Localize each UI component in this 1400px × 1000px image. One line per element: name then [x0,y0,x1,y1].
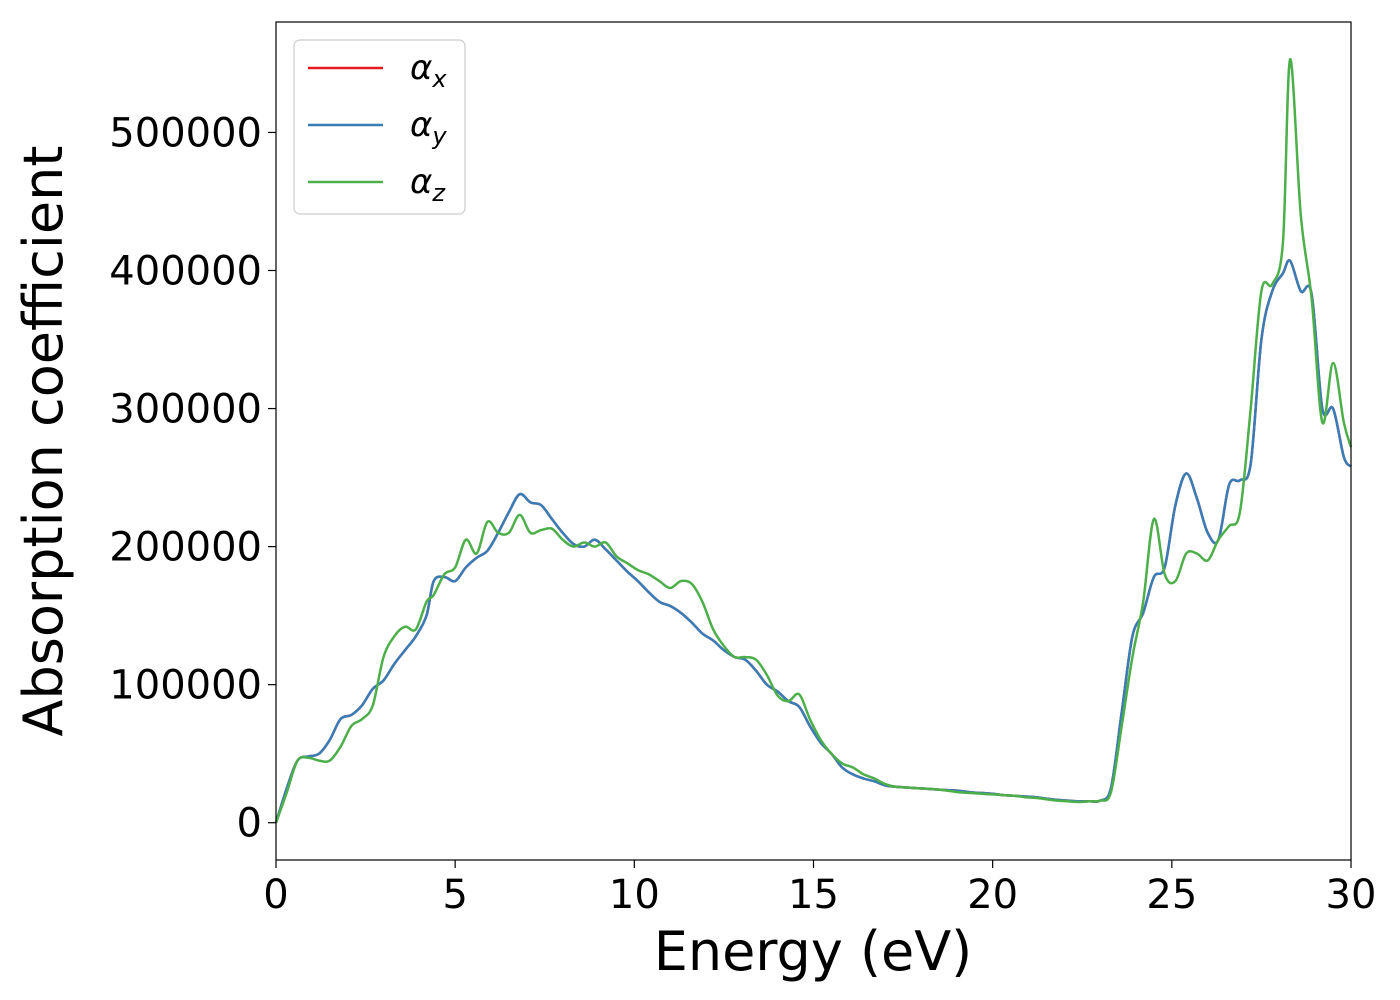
x-tick-label: 15 [788,872,839,918]
x-tick-label: 10 [609,872,660,918]
x-tick-label: 5 [442,872,467,918]
y-axis-ticks: 0 100000 200000 300000 400000 500000 [109,110,276,847]
series-line-z [274,58,1353,824]
y-tick-label: 0 [237,801,262,847]
x-tick-label: 30 [1326,872,1377,918]
y-tick-label: 100000 [109,663,262,709]
y-tick-label: 400000 [109,249,262,295]
y-tick-label: 300000 [109,387,262,433]
x-axis-ticks: 0 5 10 15 20 25 30 [263,860,1376,918]
series-line-y [274,259,1352,824]
x-tick-label: 25 [1146,872,1197,918]
y-axis-label: Absorption coefficient [12,146,75,737]
y-tick-label: 500000 [109,110,262,156]
y-tick-label: 200000 [109,525,262,571]
x-axis-label: Energy (eV) [654,920,973,983]
x-tick-label: 20 [967,872,1018,918]
series-line-x [274,259,1352,824]
series-layer [274,58,1353,824]
x-tick-label: 0 [263,872,288,918]
legend-box [293,39,466,215]
